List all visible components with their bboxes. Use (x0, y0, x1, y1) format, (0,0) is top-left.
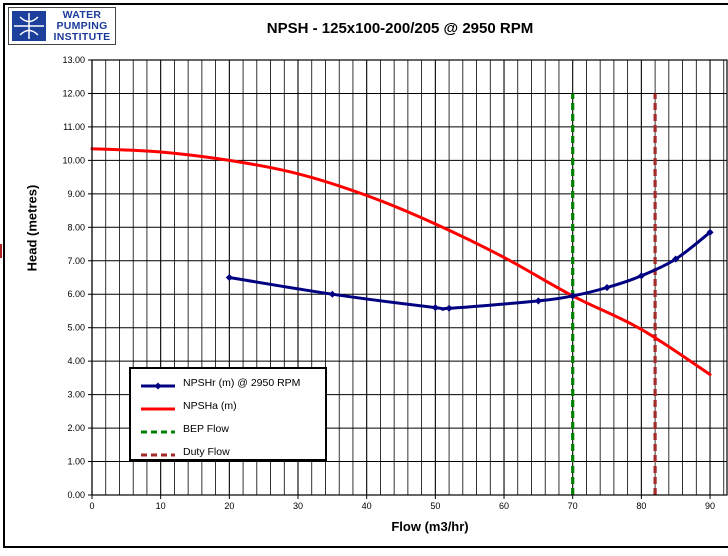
x-tick-label: 80 (636, 501, 646, 511)
legend-swatch-icon (141, 382, 175, 390)
npshr-data-point (445, 304, 453, 312)
legend-item-duty-flow: Duty Flow (139, 443, 230, 461)
npshr-data-point (431, 304, 439, 312)
legend-swatch (139, 401, 177, 411)
x-tick-label: 90 (705, 501, 715, 511)
x-axis-label: Flow (m3/hr) (391, 519, 469, 534)
legend-item-npshr: NPSHr (m) @ 2950 RPM (139, 374, 300, 392)
logo-mark-icon (12, 11, 46, 41)
x-tick-label: 70 (568, 501, 578, 511)
npshr-data-point (328, 290, 336, 298)
y-tick-label: 11.00 (63, 122, 85, 132)
logo-line-3: INSTITUTE (53, 31, 111, 43)
legend-label: NPSHa (m) (183, 400, 237, 412)
legend-label: NPSHr (m) @ 2950 RPM (183, 377, 301, 389)
logo: WATER PUMPING INSTITUTE (8, 7, 116, 45)
plot-border (91, 59, 728, 496)
y-tick-label: 12.00 (62, 88, 85, 98)
logo-text: WATER PUMPING INSTITUTE (49, 10, 115, 43)
x-tick-label: 30 (293, 501, 303, 511)
legend-label: BEP Flow (183, 423, 229, 435)
x-tick-label: 50 (430, 501, 440, 511)
legend-label: Duty Flow (183, 446, 230, 458)
npshr-data-point (603, 284, 611, 292)
y-tick-label: 9.00 (67, 189, 85, 199)
y-tick-label: 13.00 (62, 55, 85, 65)
x-tick-label: 40 (362, 501, 372, 511)
y-tick-label: 5.00 (67, 323, 85, 333)
legend-swatch (139, 424, 177, 434)
legend-item-bep-flow: BEP Flow (139, 420, 229, 438)
logo-line-2: PUMPING (56, 20, 108, 32)
npshr-data-point (706, 228, 714, 236)
y-tick-label: 8.00 (67, 222, 85, 232)
y-tick-label: 2.00 (67, 423, 85, 433)
npshr-data-point (672, 255, 680, 263)
chart-title: NPSH - 125x100-200/205 @ 2950 RPM (266, 20, 534, 37)
x-tick-label: 60 (499, 501, 509, 511)
logo-graphic-icon (12, 11, 46, 41)
legend-swatch-icon (141, 453, 175, 457)
legend-swatch (139, 447, 177, 457)
edge-marker (0, 244, 2, 258)
x-tick-label: 20 (224, 501, 234, 511)
y-tick-label: 1.00 (67, 457, 85, 467)
npshr-data-point (225, 273, 233, 282)
y-tick-label: 4.00 (67, 356, 85, 366)
npshr-data-point (569, 292, 577, 300)
legend-swatch-icon (141, 430, 175, 434)
y-tick-label: 6.00 (67, 289, 85, 299)
x-tick-label: 0 (89, 501, 94, 511)
y-tick-label: 10.00 (62, 155, 85, 165)
npshr-data-point (637, 272, 645, 280)
legend-item-npsha: NPSHa (m) (139, 397, 237, 415)
legend-swatch-icon (141, 407, 175, 411)
logo-line-1: WATER (62, 9, 102, 21)
npsha-series-line (90, 147, 712, 376)
x-tick-label: 10 (156, 501, 166, 511)
npshr-data-point (534, 297, 542, 305)
legend-swatch (139, 378, 177, 390)
y-tick-label: 0.00 (67, 490, 85, 500)
legend: NPSHr (m) @ 2950 RPM NPSHa (m) BEP Flow Dut… (129, 367, 327, 461)
y-tick-label: 7.00 (67, 256, 85, 266)
y-tick-label: 3.00 (67, 390, 85, 400)
